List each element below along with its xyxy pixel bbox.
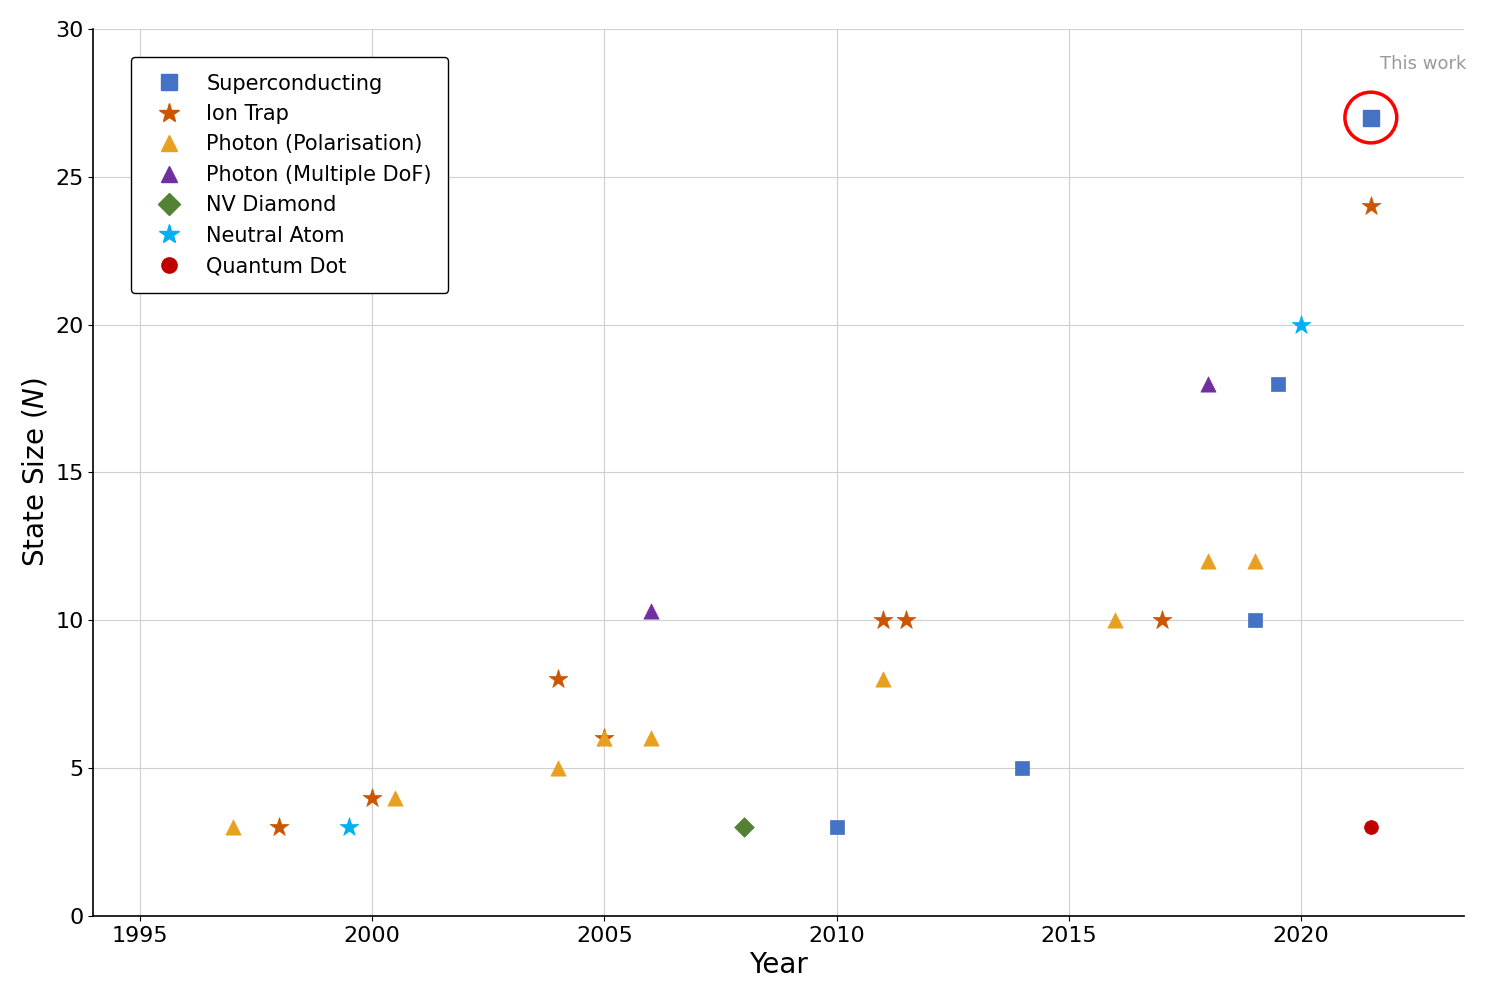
Point bbox=[360, 790, 384, 806]
Text: This work: This work bbox=[1380, 55, 1467, 73]
Point bbox=[338, 819, 362, 835]
Point bbox=[1242, 612, 1266, 628]
Point bbox=[639, 603, 663, 619]
Point bbox=[1197, 553, 1221, 569]
Point bbox=[894, 612, 918, 628]
Point bbox=[732, 819, 756, 835]
Point bbox=[592, 730, 616, 746]
Point bbox=[1242, 553, 1266, 569]
Point bbox=[1266, 376, 1290, 392]
Point bbox=[871, 671, 895, 687]
Point bbox=[546, 760, 570, 776]
Point bbox=[1359, 110, 1383, 126]
Point bbox=[592, 730, 616, 746]
Point bbox=[267, 819, 291, 835]
Point bbox=[1011, 760, 1035, 776]
Point bbox=[871, 612, 895, 628]
Point bbox=[546, 671, 570, 687]
Y-axis label: State Size ($\mathit{N}$): State Size ($\mathit{N}$) bbox=[21, 377, 50, 567]
Point bbox=[639, 730, 663, 746]
Point bbox=[1359, 819, 1383, 835]
Legend: Superconducting, Ion Trap, Photon (Polarisation), Photon (Multiple DoF), NV Diam: Superconducting, Ion Trap, Photon (Polar… bbox=[132, 57, 448, 293]
Point bbox=[220, 819, 245, 835]
Point bbox=[1104, 612, 1128, 628]
Point bbox=[384, 790, 408, 806]
Point bbox=[1197, 376, 1221, 392]
Point bbox=[825, 819, 849, 835]
Point bbox=[1150, 612, 1174, 628]
X-axis label: Year: Year bbox=[748, 951, 808, 979]
Point bbox=[1288, 317, 1312, 333]
Point bbox=[1359, 198, 1383, 214]
